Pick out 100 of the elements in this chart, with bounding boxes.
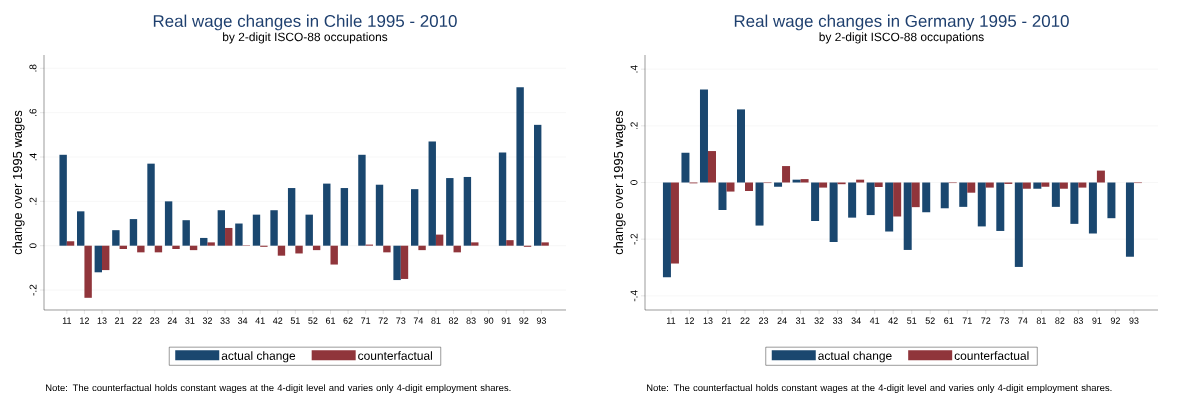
x-tick-label: 83 (466, 317, 476, 324)
y-tick-label: -.2 (29, 284, 37, 296)
bar (66, 241, 75, 246)
bar (1041, 182, 1050, 187)
bar (323, 183, 331, 246)
x-tick-label: 33 (832, 317, 843, 324)
x-tick-label: 51 (907, 317, 917, 324)
x-tick-label: 21 (721, 317, 732, 324)
x-tick-label: 51 (290, 317, 300, 324)
x-tick-label: 41 (255, 317, 265, 324)
bar (977, 182, 986, 227)
x-tick-label: 12 (80, 317, 89, 324)
bar (707, 151, 716, 183)
bar (1051, 182, 1060, 207)
bar (737, 109, 746, 183)
x-tick-label: 83 (1073, 317, 1083, 324)
bar (792, 179, 801, 183)
bar (235, 223, 243, 246)
x-tick-label: 13 (97, 317, 107, 324)
bar (207, 242, 215, 246)
y-axis-title: change over 1995 wages (12, 110, 25, 255)
x-tick-label: 74 (1018, 317, 1028, 324)
bar (225, 227, 233, 246)
x-tick-label: 32 (202, 317, 212, 324)
y-tick-label: .2 (630, 122, 638, 130)
legend-label: counterfactual (358, 351, 432, 360)
bar (893, 182, 902, 217)
text: Note: The counterfactual holds constant wages at the 4-digit level and varies only 4-digit employment shares. (647, 384, 1112, 393)
bar (681, 152, 690, 183)
bar (755, 182, 764, 226)
bar (295, 245, 303, 254)
legend-label: counterfactual (954, 351, 1029, 360)
x-tick-label: 31 (185, 317, 195, 324)
chart-subtitle: by 2-digit ISCO-88 occupations (819, 32, 984, 44)
x-tick-label: 74 (413, 317, 424, 324)
chart-title: Real wage changes in Germany 1995 - 2010 (734, 14, 1069, 31)
bar (435, 234, 444, 246)
bar (1088, 182, 1097, 234)
y-tick-label: -.4 (630, 290, 638, 302)
x-tick-label: 71 (962, 317, 972, 324)
y-tick-label: .8 (29, 64, 37, 72)
bar (1022, 182, 1031, 189)
bar (217, 210, 226, 246)
x-tick-label: 42 (888, 317, 898, 324)
bar (463, 176, 472, 246)
bar (1096, 170, 1105, 183)
bar (1125, 182, 1134, 257)
x-tick-label: 71 (361, 317, 371, 324)
x-tick-label: 61 (325, 317, 336, 324)
bar (967, 182, 976, 193)
bar (1033, 182, 1042, 189)
bar (112, 230, 120, 246)
bar (1107, 182, 1116, 219)
x-tick-label: 22 (740, 317, 750, 324)
x-tick-label: 92 (519, 317, 529, 324)
x-tick-label: 82 (448, 317, 459, 324)
x-tick-label: 72 (981, 317, 991, 324)
x-tick-label: 41 (869, 317, 880, 324)
bar (541, 242, 549, 246)
bar (726, 182, 735, 192)
bar (164, 201, 173, 246)
bar (1059, 182, 1068, 189)
y-tick-label: -.2 (630, 233, 638, 245)
x-tick-label: 11 (666, 317, 676, 324)
y-tick-label: .4 (29, 153, 37, 161)
bar (829, 182, 838, 242)
chart-subtitle: by 2-digit ISCO-88 occupations (223, 32, 388, 44)
x-tick-label: 62 (343, 317, 353, 324)
y-axis-title: change over 1995 wages (613, 110, 626, 255)
bar (400, 245, 409, 279)
bar (940, 182, 949, 209)
bar (471, 242, 479, 246)
x-tick-label: 81 (1036, 317, 1046, 324)
bar (866, 182, 875, 216)
bar (340, 188, 349, 246)
bar (59, 154, 67, 246)
bar (102, 245, 110, 271)
bar (1070, 182, 1079, 224)
bar (662, 182, 671, 278)
bar (200, 237, 208, 246)
bar (903, 182, 912, 250)
bar (1014, 182, 1023, 267)
x-tick-label: 33 (220, 317, 230, 324)
bar (358, 154, 366, 246)
bar (922, 182, 931, 213)
x-tick-label: 72 (378, 317, 388, 324)
y-tick-label: .6 (29, 108, 37, 116)
bar (670, 182, 679, 264)
bar (428, 141, 436, 246)
x-tick-label: 52 (925, 317, 935, 324)
bar (911, 182, 920, 208)
bar (745, 182, 754, 191)
bar (774, 182, 783, 187)
x-tick-label: 73 (396, 317, 406, 324)
x-tick-label: 23 (759, 317, 769, 324)
bar (819, 182, 828, 188)
bar (252, 214, 261, 246)
x-tick-label: 52 (308, 317, 318, 324)
x-tick-label: 22 (132, 317, 142, 324)
bar (782, 166, 791, 183)
